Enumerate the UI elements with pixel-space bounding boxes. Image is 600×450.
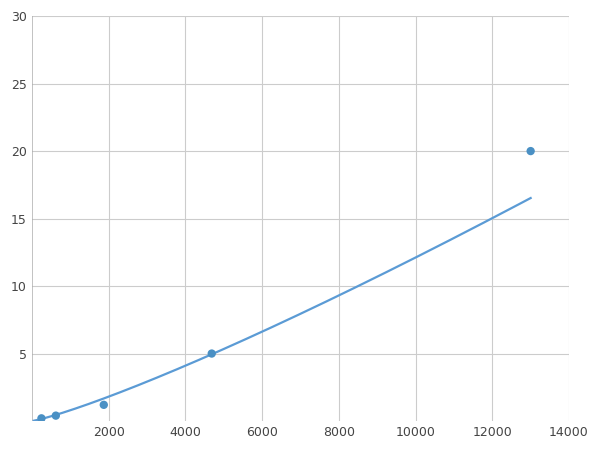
Point — [51, 412, 61, 419]
Point — [37, 415, 46, 422]
Point — [99, 401, 109, 409]
Point — [207, 350, 217, 357]
Point — [526, 148, 535, 155]
